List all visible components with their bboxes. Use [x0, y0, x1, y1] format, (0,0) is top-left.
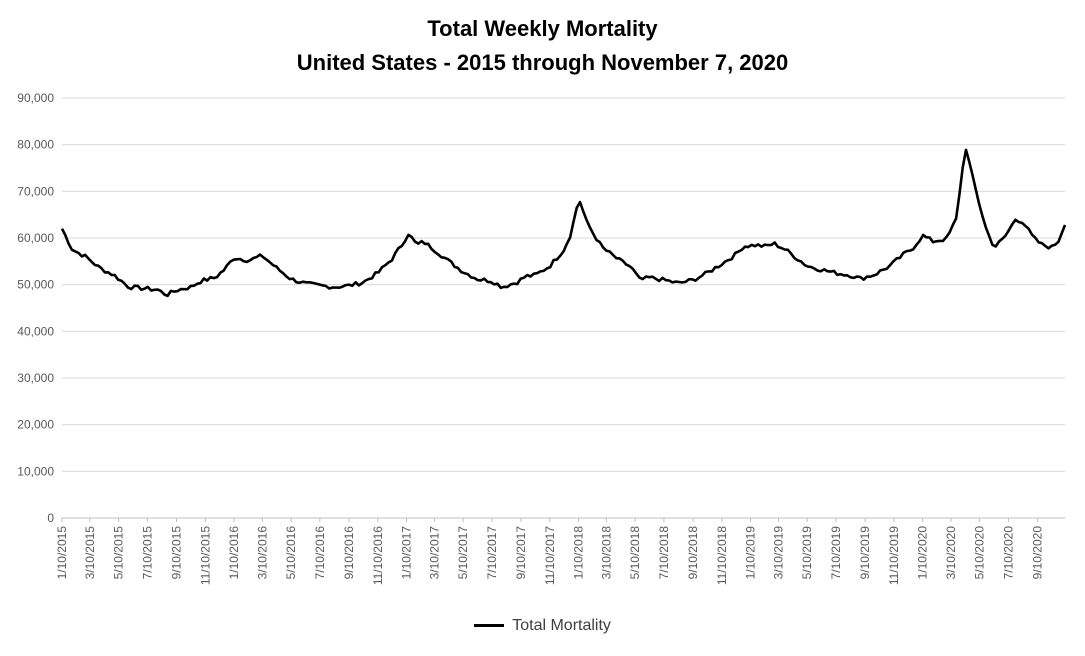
x-tick-label: 1/10/2015	[55, 526, 69, 580]
x-tick-label: 11/10/2015	[198, 526, 212, 585]
x-tick-label: 9/10/2015	[170, 526, 184, 580]
chart-title: Total Weekly Mortality	[427, 16, 658, 41]
x-tick-label: 3/10/2020	[944, 526, 958, 580]
x-tick-label: 1/10/2019	[744, 526, 758, 580]
y-tick-label: 70,000	[17, 184, 54, 198]
legend-line-swatch	[474, 624, 505, 628]
x-tick-label: 3/10/2017	[427, 526, 441, 580]
y-tick-label: 10,000	[17, 464, 54, 478]
chart-subtitle: United States - 2015 through November 7,…	[296, 50, 789, 75]
x-tick-label: 5/10/2020	[973, 526, 987, 580]
series-layer	[60, 148, 1067, 298]
x-tick-label: 9/10/2016	[342, 526, 356, 580]
y-tick-label: 50,000	[17, 278, 54, 292]
x-tick-label: 5/10/2017	[456, 526, 470, 580]
x-tick-label: 5/10/2019	[800, 526, 814, 580]
x-tick-label: 5/10/2016	[284, 526, 298, 580]
x-tick-label: 9/10/2018	[686, 526, 700, 580]
series-line-total-mortality	[60, 148, 1067, 298]
x-tick-label: 1/10/2020	[916, 526, 930, 580]
x-tick-label: 9/10/2017	[514, 526, 528, 580]
x-tick-label: 3/10/2019	[771, 526, 785, 580]
y-tick-label: 30,000	[17, 371, 54, 385]
x-tick-label: 5/10/2018	[628, 526, 642, 580]
x-tick-label: 7/10/2020	[1001, 526, 1015, 580]
x-tick-label: 3/10/2018	[599, 526, 613, 580]
x-tick-label: 9/10/2019	[858, 526, 872, 580]
x-tick-label: 9/10/2020	[1031, 526, 1045, 580]
legend: Total Mortality	[0, 617, 1085, 635]
x-tick-label: 11/10/2019	[887, 526, 901, 585]
y-tick-label: 0	[47, 511, 54, 525]
y-tick-label: 90,000	[17, 91, 54, 105]
x-tick-label: 7/10/2017	[485, 526, 499, 580]
x-axis: 1/10/2015 3/10/2015 5/10/2015 7/10/2015 9/10…	[55, 518, 1045, 585]
y-tick-label: 80,000	[17, 138, 54, 152]
x-tick-label: 11/10/2017	[543, 526, 557, 585]
y-tick-label: 40,000	[17, 324, 54, 338]
y-tick-label: 20,000	[17, 418, 54, 432]
legend-label-total-mortality: Total Mortality	[512, 617, 611, 634]
x-tick-label: 7/10/2015	[140, 526, 154, 580]
y-axis: 0 10,000 20,000 30,000 40,000 50,000 60,000 70,…	[17, 91, 54, 525]
x-tick-label: 1/10/2016	[227, 526, 241, 580]
x-tick-label: 11/10/2016	[371, 526, 385, 585]
x-tick-label: 7/10/2019	[829, 526, 843, 580]
x-tick-label: 3/10/2015	[83, 526, 97, 580]
gridlines	[62, 97, 1065, 519]
x-tick-label: 5/10/2015	[112, 526, 126, 580]
x-tick-label: 11/10/2018	[715, 526, 729, 585]
x-tick-label: 1/10/2017	[400, 526, 414, 580]
y-tick-label: 60,000	[17, 231, 54, 245]
x-tick-label: 7/10/2016	[313, 526, 327, 580]
x-tick-label: 3/10/2016	[255, 526, 269, 580]
x-tick-label: 7/10/2018	[657, 526, 671, 580]
x-tick-label: 1/10/2018	[572, 526, 586, 580]
